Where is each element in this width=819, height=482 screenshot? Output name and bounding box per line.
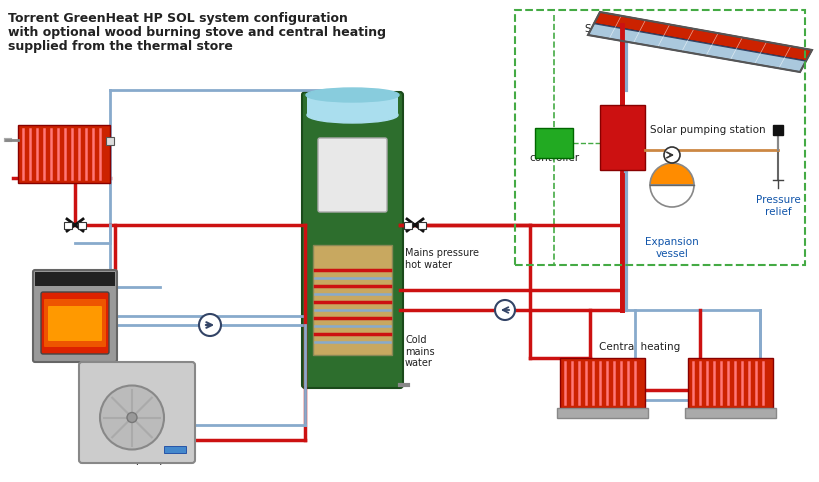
FancyBboxPatch shape xyxy=(302,92,403,388)
Polygon shape xyxy=(594,12,812,61)
Bar xyxy=(106,137,114,145)
Circle shape xyxy=(100,386,164,450)
FancyBboxPatch shape xyxy=(48,306,102,341)
Circle shape xyxy=(664,147,680,163)
Ellipse shape xyxy=(307,107,398,123)
Bar xyxy=(685,408,776,418)
Text: supplied from the thermal store: supplied from the thermal store xyxy=(8,40,233,53)
Text: Central heating: Central heating xyxy=(600,342,681,352)
Text: Sensor circuit: Sensor circuit xyxy=(585,24,657,34)
FancyBboxPatch shape xyxy=(79,362,195,463)
Bar xyxy=(64,222,72,229)
Text: Heat pump: Heat pump xyxy=(108,455,166,465)
Text: Mains pressure
hot water: Mains pressure hot water xyxy=(405,248,479,269)
Circle shape xyxy=(199,314,221,336)
Bar xyxy=(313,245,392,355)
Bar xyxy=(78,222,86,229)
Text: Solar pumping station: Solar pumping station xyxy=(650,125,766,135)
Text: Cold
mains
water: Cold mains water xyxy=(405,335,435,368)
Bar xyxy=(307,95,398,115)
Text: Pressure
relief: Pressure relief xyxy=(756,195,800,216)
Wedge shape xyxy=(650,163,694,185)
Circle shape xyxy=(127,413,137,423)
Bar xyxy=(557,408,648,418)
FancyBboxPatch shape xyxy=(33,270,117,362)
Ellipse shape xyxy=(306,88,399,102)
Text: Expansion
vessel: Expansion vessel xyxy=(645,237,699,259)
Bar xyxy=(164,446,186,453)
Bar xyxy=(404,222,412,229)
Text: Multi-fuel stove: Multi-fuel stove xyxy=(34,355,115,365)
FancyBboxPatch shape xyxy=(44,299,106,347)
Polygon shape xyxy=(588,24,806,72)
Bar xyxy=(560,358,645,408)
Bar xyxy=(600,105,645,170)
Text: Solar
controller: Solar controller xyxy=(529,141,579,163)
Circle shape xyxy=(495,300,515,320)
Bar xyxy=(18,125,110,183)
Text: with optional wood burning stove and central heating: with optional wood burning stove and cen… xyxy=(8,26,386,39)
Wedge shape xyxy=(650,185,694,207)
Bar xyxy=(688,358,773,408)
Bar xyxy=(535,128,573,158)
Bar xyxy=(35,272,115,286)
Text: Torrent GreenHeat HP SOL system configuration: Torrent GreenHeat HP SOL system configur… xyxy=(8,12,348,25)
FancyBboxPatch shape xyxy=(318,138,387,212)
Bar xyxy=(515,10,805,265)
FancyBboxPatch shape xyxy=(41,292,109,354)
Bar xyxy=(418,222,426,229)
